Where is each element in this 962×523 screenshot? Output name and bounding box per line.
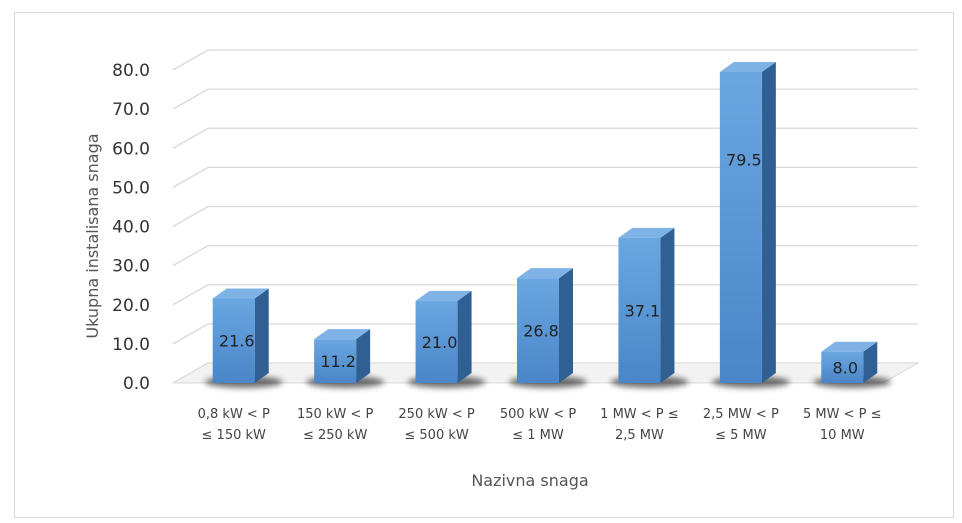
y-tick-label: 70.0 xyxy=(112,100,150,120)
x-tick-label: 250 kW < P ≤ 500 kW xyxy=(398,407,474,443)
bar-side xyxy=(254,288,269,383)
y-tick-label: 80.0 xyxy=(112,61,150,81)
bar-side xyxy=(356,329,371,383)
x-tick-label-line: 2,5 MW xyxy=(615,428,664,443)
data-label: 79.5 xyxy=(726,150,762,169)
bar-front xyxy=(314,339,357,383)
bar-front xyxy=(212,298,255,383)
y-tick-label: 50.0 xyxy=(112,178,150,198)
data-label: 11.2 xyxy=(320,352,356,371)
x-tick-label: 0,8 kW < P ≤ 150 kW xyxy=(198,407,270,443)
gridline xyxy=(172,284,918,306)
y-tick-label: 20.0 xyxy=(112,296,150,316)
gridline xyxy=(172,323,918,345)
bar-top xyxy=(618,227,675,238)
bar xyxy=(618,227,675,383)
y-tick-label: 0.0 xyxy=(123,374,150,394)
y-tick-label: 60.0 xyxy=(112,139,150,159)
x-tick-label-line: ≤ 1 MW xyxy=(512,428,564,443)
x-tick-label-line: 0,8 kW < P xyxy=(198,407,270,422)
x-tick-label-line: ≤ 150 kW xyxy=(202,428,266,443)
x-tick-label-line: 500 kW < P xyxy=(500,407,576,422)
x-tick-label-line: 250 kW < P xyxy=(398,407,474,422)
data-label: 21.6 xyxy=(219,332,255,351)
x-tick-label-line: ≤ 5 MW xyxy=(715,428,767,443)
x-tick-labels: 0,8 kW < P ≤ 150 kW 150 kW < P ≤ 250 kW 250 … xyxy=(198,407,882,443)
data-label: 21.0 xyxy=(422,333,458,352)
bar-side xyxy=(863,341,878,383)
x-tick-label: 150 kW < P ≤ 250 kW xyxy=(297,407,373,443)
gridline xyxy=(172,127,918,149)
x-tick-label-line: ≤ 250 kW xyxy=(303,428,367,443)
bar xyxy=(821,341,878,383)
bar-front xyxy=(821,351,864,383)
bar-side xyxy=(660,227,675,383)
bar xyxy=(415,290,472,383)
data-label: 26.8 xyxy=(523,322,559,341)
bar-front xyxy=(517,278,559,383)
data-label: 37.1 xyxy=(625,301,661,320)
gridline xyxy=(172,88,918,110)
y-tick-labels: 0.0 10.0 20.0 30.0 40.0 50.0 60.0 70.0 80.0 xyxy=(112,61,150,394)
bar-front xyxy=(618,237,661,383)
gridline xyxy=(172,244,918,267)
bar xyxy=(719,61,776,384)
bars xyxy=(212,61,878,384)
bar xyxy=(212,288,269,383)
data-label: 8.0 xyxy=(833,358,858,377)
y-axis-title: Ukupna instalisana snaga xyxy=(83,133,102,338)
x-axis-title: Nazivna snaga xyxy=(471,471,588,490)
y-tick-label: 10.0 xyxy=(112,335,150,355)
bar-front xyxy=(719,71,762,384)
bar-top xyxy=(517,268,573,279)
x-tick-label-line: 2,5 MW < P xyxy=(703,407,779,422)
bar-side xyxy=(559,268,573,383)
gridline xyxy=(172,49,918,71)
x-tick-label-line: 10 MW xyxy=(820,428,865,443)
x-tick-label: 1 MW < P ≤ 2,5 MW xyxy=(600,407,679,443)
bar xyxy=(517,268,573,383)
x-tick-label-line: ≤ 500 kW xyxy=(404,428,468,443)
x-tick-label-line: 5 MW < P ≤ xyxy=(803,407,882,422)
bar-top xyxy=(415,290,472,301)
gridline xyxy=(172,205,918,228)
y-tick-label: 40.0 xyxy=(112,218,150,238)
bar-top xyxy=(212,288,269,299)
chart-frame xyxy=(14,12,954,518)
bar-side xyxy=(761,61,776,384)
x-tick-label: 500 kW < P ≤ 1 MW xyxy=(500,407,576,443)
gridline xyxy=(172,166,918,188)
bar xyxy=(314,329,371,383)
bar-side xyxy=(457,290,472,383)
bar-top xyxy=(719,61,776,72)
x-tick-label: 5 MW < P ≤ 10 MW xyxy=(803,407,882,443)
bar-top xyxy=(821,341,878,352)
x-tick-label-line: 1 MW < P ≤ xyxy=(600,407,679,422)
y-tick-label: 30.0 xyxy=(112,257,150,277)
data-labels: 21.6 11.2 21.0 26.8 37.1 79.5 8.0 xyxy=(219,150,858,377)
x-tick-label-line: 150 kW < P xyxy=(297,407,373,422)
x-tick-label: 2,5 MW < P ≤ 5 MW xyxy=(703,407,779,443)
bar-front xyxy=(415,300,458,383)
bar-top xyxy=(314,329,371,340)
